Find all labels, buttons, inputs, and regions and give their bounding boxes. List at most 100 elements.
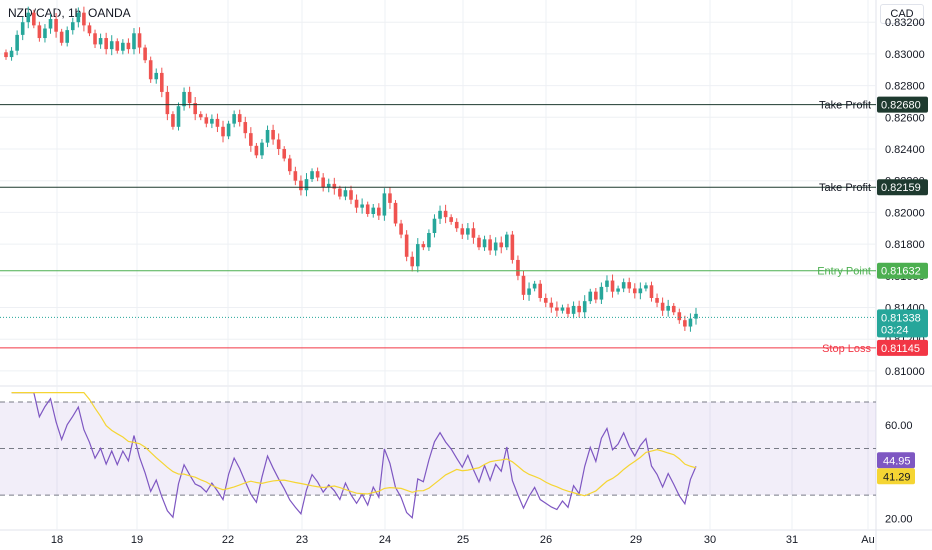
candle-body-76 <box>427 233 431 248</box>
candle-body-31 <box>176 106 181 127</box>
candle-body-105 <box>588 291 593 302</box>
price-tick-0: 0.83200 <box>885 17 925 29</box>
candles <box>4 6 698 332</box>
candle-body-79 <box>443 210 448 218</box>
candle-body-18 <box>104 38 108 50</box>
candle-body-43 <box>243 122 248 134</box>
price-tick-4: 0.82400 <box>885 144 925 156</box>
candle-body-81 <box>454 221 459 229</box>
candle-body-99 <box>555 307 559 311</box>
candle-body-64 <box>360 204 364 208</box>
time-tick-3: 23 <box>296 534 308 546</box>
level-label-1: Take Profit <box>819 182 871 194</box>
candle-body-112 <box>627 282 632 289</box>
last-price-value: 0.81338 <box>881 312 921 324</box>
candle-body-16 <box>93 33 97 45</box>
candle-body-121 <box>677 312 682 321</box>
candle-body-90 <box>505 234 509 248</box>
candle-body-97 <box>543 297 548 303</box>
candle-body-120 <box>671 305 676 313</box>
candle-body-80 <box>449 217 453 222</box>
candle-body-22 <box>126 42 131 50</box>
time-tick-7: 29 <box>630 534 642 546</box>
candle-body-55 <box>310 171 314 180</box>
candle-body-37 <box>210 118 214 124</box>
candle-body-96 <box>538 283 542 298</box>
candle-body-40 <box>226 123 231 137</box>
candle-body-29 <box>165 91 170 115</box>
candle-body-41 <box>232 114 236 124</box>
candle-body-8 <box>48 19 53 29</box>
chart-symbol[interactable]: NZD/CAD, 1h, OANDA <box>8 6 131 20</box>
candle-body-98 <box>549 302 554 308</box>
rsi-ma-tag <box>877 468 915 485</box>
rsi-ma-line <box>11 392 697 497</box>
candle-body-74 <box>415 244 420 267</box>
candle-body-107 <box>599 286 604 300</box>
candle-body-115 <box>644 285 648 289</box>
candle-body-67 <box>377 207 381 216</box>
candle-body-84 <box>471 228 476 238</box>
candle-body-0 <box>4 52 8 58</box>
candle-body-104 <box>582 301 587 313</box>
candle-body-72 <box>404 234 409 257</box>
price-tick-7: 0.81800 <box>885 239 925 251</box>
candle-body-82 <box>460 228 465 235</box>
candle-body-39 <box>221 126 225 137</box>
candle-body-59 <box>332 183 337 189</box>
candle-body-62 <box>349 190 353 200</box>
time-tick-9: 31 <box>786 534 798 546</box>
candle-body-56 <box>315 171 320 178</box>
time-tick-1: 19 <box>131 534 143 546</box>
rsi-value: 44.95 <box>883 455 911 467</box>
candle-body-70 <box>393 202 398 224</box>
candle-body-1 <box>9 50 14 58</box>
candle-body-38 <box>215 118 220 127</box>
candle-body-5 <box>32 12 36 26</box>
currency-button[interactable]: CAD <box>880 4 924 24</box>
candle-body-122 <box>683 320 687 327</box>
candle-body-110 <box>616 288 620 292</box>
candle-body-10 <box>59 31 64 43</box>
candle-body-48 <box>271 129 275 140</box>
candle-body-66 <box>371 207 376 214</box>
last-price-countdown: 03:24 <box>881 324 909 336</box>
candle-body-4 <box>26 12 31 23</box>
candle-body-51 <box>287 158 292 172</box>
candle-body-117 <box>655 297 659 303</box>
candle-body-101 <box>566 307 570 314</box>
candle-body-65 <box>365 204 370 214</box>
candle-body-102 <box>571 305 576 314</box>
candle-body-68 <box>382 193 387 216</box>
time-tick-10: Au <box>861 534 874 546</box>
candle-body-24 <box>137 33 142 48</box>
candle-body-3 <box>20 22 25 35</box>
candle-body-87 <box>488 239 492 251</box>
candle-body-26 <box>148 60 153 80</box>
candle-body-28 <box>160 72 164 92</box>
candle-body-54 <box>304 179 309 191</box>
candle-body-52 <box>293 171 298 181</box>
candle-body-103 <box>577 305 581 313</box>
candle-body-47 <box>265 129 270 143</box>
candle-body-6 <box>37 25 42 39</box>
level-tag-1 <box>877 179 928 196</box>
candle-body-113 <box>632 288 637 294</box>
candle-body-2 <box>15 34 19 51</box>
candle-body-78 <box>438 210 442 219</box>
level-value-2: 0.81632 <box>881 266 921 278</box>
level-value-3: 0.81145 <box>881 343 920 355</box>
rsi-tick-1: 20.00 <box>885 513 913 525</box>
candle-body-17 <box>98 38 103 45</box>
price-tick-11: 0.81000 <box>885 366 925 378</box>
rsi-value-tag <box>877 452 915 469</box>
rsi-line <box>11 392 697 519</box>
candle-body-123 <box>688 318 693 327</box>
candle-body-14 <box>82 12 86 26</box>
candle-body-12 <box>70 22 75 31</box>
candle-body-35 <box>198 114 203 118</box>
candle-body-57 <box>321 177 325 188</box>
level-value-1: 0.82159 <box>881 182 921 194</box>
candle-body-19 <box>109 41 114 50</box>
